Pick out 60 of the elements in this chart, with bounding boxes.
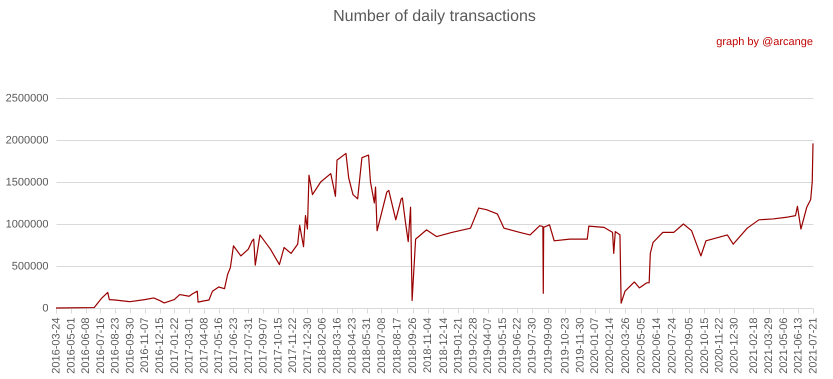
x-tick-label: 2017-06-23 <box>228 318 240 374</box>
x-tick-label: 2019-07-30 <box>526 318 538 374</box>
y-tick-label: 1000000 <box>6 218 48 230</box>
y-tick-label: 1500000 <box>6 176 48 188</box>
x-tick-label: 2019-11-30 <box>574 318 586 373</box>
x-tick-label: 2016-11-07 <box>139 318 152 373</box>
y-tick-label: 500000 <box>12 260 48 272</box>
x-tick-label: 2018-08-17 <box>391 318 404 374</box>
x-tick-label: 2020-07-24 <box>666 318 679 374</box>
x-tick-label: 2016-07-16 <box>94 318 107 374</box>
x-tick-label: 2020-09-05 <box>683 318 696 374</box>
x-tick-label: 2020-05-05 <box>635 318 648 374</box>
x-tick-label: 2016-05-01 <box>65 318 78 374</box>
line-series <box>55 142 814 309</box>
x-tick-label: 2018-09-26 <box>407 318 420 374</box>
x-tick-label: 2019-06-22 <box>512 318 524 374</box>
x-tick-label: 2017-04-08 <box>198 318 210 374</box>
text: graph by @arcange <box>716 36 813 48</box>
x-tick-label: 2020-10-15 <box>698 318 711 374</box>
x-tick-label: 2017-12-30 <box>302 318 314 374</box>
x-tick-label: 2017-09-07 <box>258 318 270 374</box>
x-tick-label: 2019-10-23 <box>560 318 572 374</box>
x-tick-label: 2017-10-15 <box>272 318 284 374</box>
x-tick-label: 2018-04-23 <box>346 318 358 374</box>
x-tick-label: 2019-09-09 <box>542 318 554 374</box>
y-tick-label: 0 <box>42 302 48 314</box>
x-tick-label: 2021-02-18 <box>748 318 760 374</box>
x-tick-label: 2018-12-14 <box>438 318 450 374</box>
x-tick-label: 2021-03-29 <box>763 318 776 374</box>
x-tick-label: 2019-01-21 <box>452 318 465 374</box>
x-tick-label: 2017-11-22 <box>287 318 300 373</box>
x-tick-label: 2020-06-14 <box>651 318 664 374</box>
x-tick-label: 2017-07-31 <box>242 318 255 374</box>
x-tick-label: 2021-05-06 <box>778 318 790 374</box>
x-tick-label: 2018-07-08 <box>376 318 388 374</box>
x-tick-label: 2018-05-31 <box>361 318 374 374</box>
y-tick-label: 2000000 <box>6 134 48 146</box>
x-tick-label: 2020-03-26 <box>620 318 632 374</box>
x-tick-label: 2019-02-28 <box>467 318 480 374</box>
x-tick-label: 2019-04-07 <box>482 318 494 374</box>
x-tick-label: 2017-05-16 <box>213 318 226 374</box>
x-tick-label: 2017-03-01 <box>184 318 196 374</box>
x-tick-label: 2018-11-04 <box>422 318 434 373</box>
x-tick-label: 2019-05-15 <box>496 318 509 374</box>
x-tick-label: 2020-11-22 <box>714 318 726 373</box>
x-tick-label: 2020-02-14 <box>604 318 616 374</box>
x-tick-label: 2016-06-08 <box>80 318 92 374</box>
x-tick-label: 2021-07-21 <box>808 318 820 374</box>
x-tick-label: 2017-01-22 <box>168 318 181 374</box>
chart-title: Number of daily transactions <box>333 8 536 25</box>
x-tick-label: 2018-03-16 <box>332 318 344 374</box>
x-tick-label: 2016-12-15 <box>154 318 166 374</box>
x-tick-label: 2016-03-24 <box>50 318 62 374</box>
x-tick-label: 2020-01-07 <box>589 318 602 374</box>
x-tick-label: 2018-02-06 <box>316 318 329 374</box>
x-tick-label: 2020-12-30 <box>728 318 740 374</box>
x-tick-label: 2016-09-30 <box>124 318 136 374</box>
x-tick-label: 2016-08-23 <box>110 318 122 374</box>
y-tick-label: 2500000 <box>6 92 48 104</box>
x-tick-label: 2021-06-13 <box>792 318 805 374</box>
